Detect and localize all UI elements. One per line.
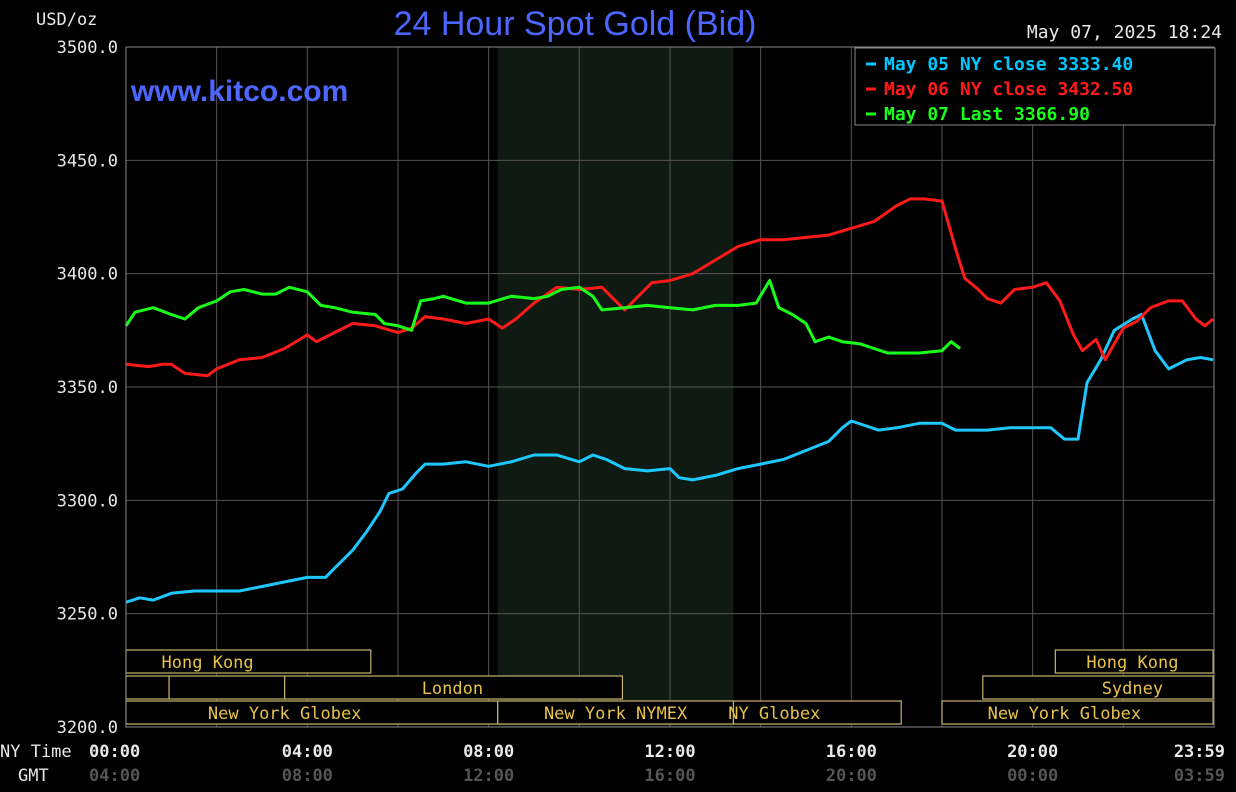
x-tick-label-gmt: 08:00 — [282, 766, 333, 786]
session-label: Sydney — [1102, 679, 1163, 699]
session-bar — [1054, 649, 1214, 674]
legend: May 05 NY close 3333.40 May 06 NY close 3… — [854, 47, 1216, 126]
y-tick-label: 3250.0 — [57, 605, 118, 625]
x-tick-label-ny: 04:00 — [282, 742, 333, 762]
series-line-may-07 — [124, 279, 962, 355]
legend-entry: May 07 Last 3366.90 — [884, 104, 1090, 125]
session-bar — [982, 675, 1214, 700]
session-bar — [284, 675, 623, 700]
session-bar — [732, 700, 902, 725]
y-axis-ticks: 3500.0 3450.0 3400.0 3350.0 3300.0 3250.0 3200… — [57, 38, 118, 738]
x-tick-label-ny: 00:00 — [89, 742, 140, 762]
legend-entry: May 06 NY close 3432.50 — [884, 79, 1133, 100]
x-tick-label-gmt: 00:00 — [1007, 766, 1058, 786]
series-line-may-06 — [125, 197, 1215, 378]
session-label: New York NYMEX — [544, 704, 688, 724]
watermark-url: www.kitco.com — [130, 75, 348, 108]
x-tick-label-gmt: 03:59 — [1174, 766, 1225, 786]
session-label: New York Globex — [208, 704, 362, 724]
x-tick-label-ny: 20:00 — [1007, 742, 1058, 762]
session-label: New York Globex — [988, 704, 1142, 724]
session-bar — [168, 675, 286, 700]
x-tick-label-gmt: 04:00 — [89, 766, 140, 786]
x-tick-label-ny: 16:00 — [826, 742, 877, 762]
legend-entry: May 05 NY close 3333.40 — [884, 54, 1133, 75]
unit-label: USD/oz — [36, 10, 97, 30]
y-tick-label: 3200.0 — [57, 718, 118, 738]
legend-box — [854, 47, 1216, 126]
price-series — [124, 197, 1215, 604]
x-row-label-ny: NY Time — [0, 742, 72, 762]
x-tick-label-gmt: 16:00 — [644, 766, 695, 786]
session-label: NY Globex — [728, 704, 820, 724]
session-bar — [125, 675, 170, 700]
session-label: Hong Kong — [1086, 653, 1178, 673]
x-row-label-gmt: GMT — [18, 766, 49, 786]
y-tick-label: 3450.0 — [57, 151, 118, 171]
series-line-may-05 — [125, 313, 1214, 604]
timestamp: May 07, 2025 18:24 — [1027, 22, 1222, 43]
session-bar — [941, 700, 1214, 725]
x-tick-label-ny: 08:00 — [463, 742, 514, 762]
session-label: Hong Kong — [162, 653, 254, 673]
chart-title: 24 Hour Spot Gold (Bid) — [394, 5, 757, 43]
session-label: London — [422, 679, 483, 699]
y-tick-label: 3300.0 — [57, 491, 118, 511]
x-tick-label-gmt: 12:00 — [463, 766, 514, 786]
grid-lines — [126, 47, 1214, 727]
x-tick-label-gmt: 20:00 — [826, 766, 877, 786]
plot-frame — [125, 46, 1215, 728]
x-axis-ticks: 00:00 04:00 04:00 08:00 08:00 12:00 12:00 16:00… — [89, 742, 1225, 786]
y-tick-label: 3500.0 — [57, 38, 118, 58]
y-tick-label: 3400.0 — [57, 265, 118, 285]
trading-sessions: Hong Kong London New York Globex New York N… — [125, 649, 1214, 725]
x-tick-label-ny: 12:00 — [644, 742, 695, 762]
y-tick-label: 3350.0 — [57, 378, 118, 398]
x-tick-label-ny: 23:59 — [1174, 742, 1225, 762]
